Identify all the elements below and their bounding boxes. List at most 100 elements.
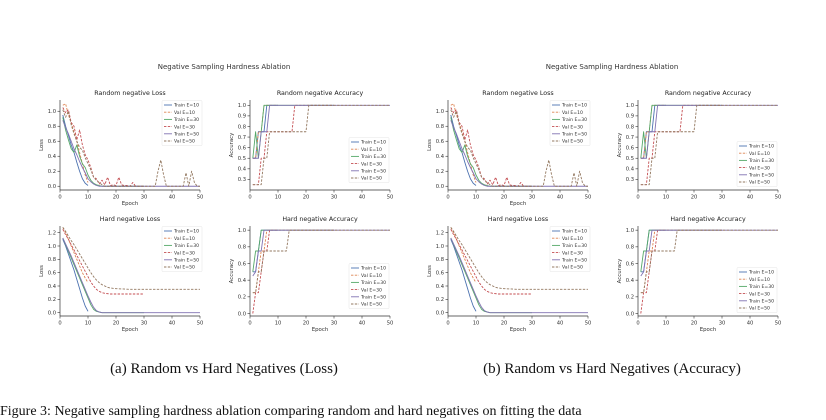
y-tick-label: 0.8 [436, 124, 444, 130]
x-tick-label: 0 [58, 321, 61, 327]
legend-label: Val E=30 [174, 250, 195, 256]
y-tick-label: 0.3 [626, 177, 634, 183]
y-tick-label: 0.6 [436, 139, 444, 145]
series-line-4 [640, 229, 722, 314]
series-line-6 [62, 227, 200, 290]
legend-label: Val E=10 [749, 277, 770, 283]
series-line-4 [450, 107, 532, 187]
y-tick-label: 0.8 [238, 124, 246, 130]
x-tick-label: 0 [636, 195, 639, 201]
x-tick-label: 20 [501, 321, 508, 327]
legend-label: Val E=50 [174, 265, 195, 271]
y-tick-label: 0.8 [436, 257, 444, 263]
legend-label: Val E=50 [361, 302, 382, 308]
y-axis-label: Accuracy [617, 258, 623, 283]
figure-b: Negative Sampling Hardness Ablation Rand… [412, 0, 812, 414]
x-tick-label: 40 [557, 195, 564, 201]
series-line-4 [252, 104, 334, 186]
x-tick-label: 20 [113, 195, 120, 201]
y-tick-label: 0.8 [238, 245, 246, 251]
chart-title: Hard negative Accuracy [282, 216, 358, 223]
y-tick-label: 0.7 [238, 135, 246, 141]
legend-label: Train E=50 [173, 132, 199, 138]
legend-label: Train E=50 [748, 173, 774, 179]
y-tick-label: 0.4 [238, 167, 247, 173]
legend-label: Val E=10 [174, 236, 195, 242]
series-line-2 [62, 227, 89, 283]
y-axis-label: Loss [427, 139, 433, 151]
y-tick-label: 0.5 [238, 156, 246, 162]
series-line-5 [640, 104, 778, 159]
y-tick-label: 0.6 [626, 261, 634, 267]
series-line-5 [252, 104, 390, 159]
y-tick-label: 0.9 [238, 114, 246, 120]
legend-label: Val E=10 [562, 110, 583, 116]
x-axis-label: Epoch [510, 201, 527, 207]
y-tick-label: 0.9 [626, 114, 634, 120]
x-tick-label: 50 [775, 195, 782, 201]
y-tick-label: 0.4 [626, 167, 635, 173]
legend-label: Train E=10 [360, 140, 386, 146]
series-line-4 [62, 229, 144, 295]
y-tick-label: 0.8 [48, 124, 56, 130]
series-line-1 [62, 239, 89, 312]
y-tick-label: 0.8 [48, 257, 56, 263]
x-tick-label: 10 [275, 321, 282, 327]
legend-label: Train E=50 [561, 132, 587, 138]
x-tick-label: 50 [585, 321, 592, 327]
x-tick-label: 20 [691, 321, 698, 327]
x-tick-label: 0 [446, 321, 449, 327]
legend-label: Train E=50 [173, 258, 199, 264]
legend-label: Train E=10 [360, 266, 386, 272]
series-line-5 [450, 237, 588, 314]
y-axis-label: Loss [427, 265, 433, 277]
x-tick-label: 40 [169, 321, 176, 327]
series-line-6 [252, 104, 390, 186]
legend-label: Train E=10 [748, 144, 774, 150]
x-tick-label: 0 [446, 195, 449, 201]
chart-2: Hard negative Loss 0 10 20 30 40 50 0.0 0.2 0.4 0.… [39, 216, 204, 333]
x-axis-label: Epoch [700, 327, 717, 333]
x-tick-label: 50 [585, 195, 592, 201]
x-axis-label: Epoch [312, 327, 329, 333]
suptitle: Negative Sampling Hardness Ablation [157, 63, 291, 71]
figure-description-text: Figure 3: Negative sampling hardness abl… [0, 404, 582, 419]
y-tick-label: 1.0 [48, 244, 56, 250]
x-tick-label: 10 [85, 195, 92, 201]
y-tick-label: 0.0 [436, 310, 444, 316]
y-tick-label: 0.4 [436, 154, 445, 160]
y-tick-label: 0.4 [238, 278, 247, 284]
y-tick-label: 0.2 [238, 295, 246, 301]
legend-label: Val E=30 [361, 161, 382, 167]
x-tick-label: 10 [663, 195, 670, 201]
x-tick-label: 30 [719, 195, 726, 201]
x-tick-label: 50 [197, 321, 204, 327]
y-tick-label: 0.2 [626, 295, 634, 301]
y-tick-label: 0.0 [626, 311, 634, 317]
y-tick-label: 1.0 [238, 228, 246, 234]
series-line-6 [62, 109, 200, 187]
legend-label: Train E=10 [173, 229, 199, 235]
chart-title: Random negative Accuracy [277, 90, 364, 97]
x-tick-label: 20 [501, 195, 508, 201]
y-axis-label: Loss [39, 139, 45, 151]
x-tick-label: 40 [359, 195, 366, 201]
x-tick-label: 50 [197, 195, 204, 201]
y-tick-label: 0.2 [436, 169, 444, 175]
chart-1: Random negative Accuracy 0 10 20 30 40 50 0.3 0.… [229, 90, 393, 201]
legend-label: Train E=30 [173, 117, 199, 123]
y-tick-label: 1.0 [436, 109, 444, 115]
legend-label: Val E=10 [361, 273, 382, 279]
series-line-3 [450, 237, 532, 314]
x-tick-label: 10 [473, 195, 480, 201]
x-tick-label: 20 [303, 321, 310, 327]
x-tick-label: 10 [663, 321, 670, 327]
y-tick-label: 0.3 [238, 177, 246, 183]
chart-title: Hard negative Loss [100, 216, 160, 223]
chart-title: Random negative Loss [482, 90, 553, 97]
legend-label: Train E=50 [360, 169, 386, 175]
x-axis-label: Epoch [122, 327, 139, 333]
x-tick-label: 40 [747, 195, 754, 201]
x-tick-label: 40 [557, 321, 564, 327]
legend-label: Train E=30 [360, 154, 386, 160]
